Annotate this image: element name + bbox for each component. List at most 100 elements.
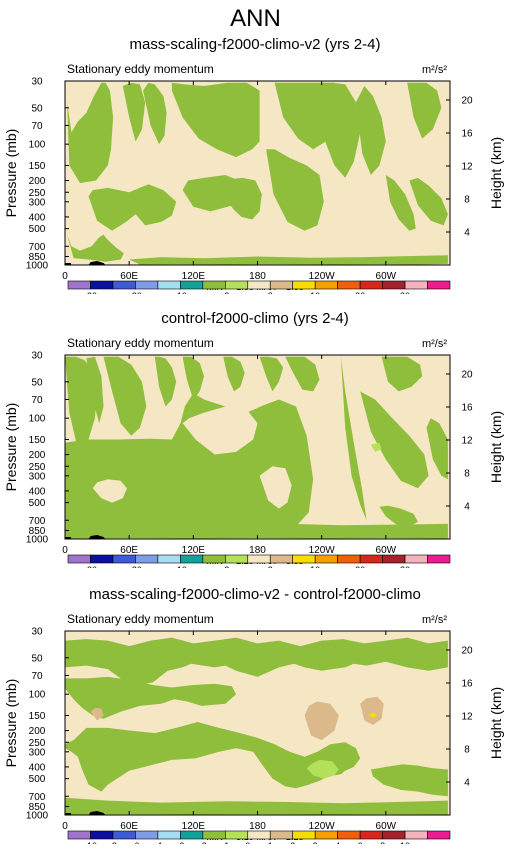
y-tick-label: 200 bbox=[29, 176, 46, 187]
y-tick-label: 500 bbox=[29, 224, 46, 235]
contour-region-negative bbox=[103, 356, 147, 436]
colorbar-swatch bbox=[135, 554, 159, 564]
colorbar-label: -8 bbox=[109, 841, 117, 844]
y-axis-label-right: Height (km) bbox=[488, 411, 504, 483]
x-tick-label: 120W bbox=[309, 271, 336, 282]
y-tick-label: 300 bbox=[29, 197, 46, 208]
colorbar-label: -30 bbox=[84, 291, 97, 294]
contour-region-negative bbox=[86, 356, 104, 424]
y-axis-label-right: Height (km) bbox=[488, 687, 504, 759]
page-title: ANN bbox=[230, 5, 281, 32]
colorbar-swatch bbox=[224, 830, 249, 840]
y-tick-label: 30 bbox=[31, 627, 43, 638]
colorbar-swatch bbox=[292, 554, 316, 564]
colorbar-swatch bbox=[90, 280, 114, 290]
x-tick-label: 120E bbox=[182, 821, 206, 832]
colorbar-swatch bbox=[269, 280, 294, 290]
contour-region-negative bbox=[88, 184, 177, 231]
chart-title: control-f2000-climo (yrs 2-4) bbox=[161, 310, 349, 327]
contour-region-negative bbox=[122, 82, 146, 142]
y-tick-label: 150 bbox=[29, 435, 46, 446]
colorbar-label: -2 bbox=[199, 841, 207, 844]
x-tick-label: 60W bbox=[376, 545, 397, 556]
y-tick-label: 150 bbox=[29, 161, 46, 172]
contour-region-max bbox=[368, 712, 378, 719]
height-tick-label: 8 bbox=[464, 468, 470, 479]
colorbar-swatch bbox=[247, 554, 271, 564]
contour-region-negative bbox=[65, 676, 237, 719]
colorbar-swatch bbox=[404, 830, 428, 840]
contour-region-positive bbox=[182, 406, 258, 455]
panel-control-svg: control-f2000-climo (yrs 2-4) Stationary … bbox=[3, 310, 504, 568]
colorbar-label: 20 bbox=[355, 291, 365, 294]
y-tick-label: 50 bbox=[31, 653, 43, 664]
contour-region-negative bbox=[379, 505, 418, 527]
y-tick-label: 700 bbox=[29, 516, 46, 527]
y-tick-label: 250 bbox=[29, 462, 46, 473]
y-tick-label: 1000 bbox=[26, 535, 49, 546]
colorbar-swatch bbox=[314, 830, 338, 840]
colorbar-label: -3 bbox=[176, 841, 184, 844]
height-tick-label: 20 bbox=[461, 645, 473, 656]
colorbar-swatch bbox=[67, 280, 91, 290]
contour-region-strong_negative bbox=[306, 759, 339, 779]
contour-region-negative bbox=[154, 356, 177, 407]
height-tick-label: 8 bbox=[464, 194, 470, 205]
colorbar-swatch bbox=[224, 554, 249, 564]
colorbar-swatch bbox=[359, 830, 383, 840]
colorbar-swatch bbox=[157, 554, 181, 564]
colorbar-swatch bbox=[269, 830, 294, 840]
height-tick-label: 12 bbox=[461, 161, 473, 172]
land-mask bbox=[88, 811, 106, 815]
y-tick-label: 100 bbox=[29, 414, 46, 425]
y-tick-label: 400 bbox=[29, 762, 46, 773]
y-tick-label: 1000 bbox=[26, 261, 49, 272]
colorbar-swatch bbox=[135, 830, 159, 840]
colorbar-swatch bbox=[180, 280, 204, 290]
colorbar-label: -10 bbox=[174, 291, 187, 294]
y-tick-label: 200 bbox=[29, 726, 46, 737]
colorbar-label: 20 bbox=[355, 565, 365, 568]
y-tick-label: 850 bbox=[29, 526, 46, 537]
colorbar-swatch bbox=[404, 554, 428, 564]
colorbar-swatch bbox=[427, 830, 451, 840]
colorbar-swatch bbox=[90, 830, 114, 840]
panel-difference: mass-scaling-f2000-climo-v2 - control-f2… bbox=[0, 582, 511, 844]
chart-subtitle: Stationary eddy momentum bbox=[67, 336, 214, 350]
height-tick-label: 4 bbox=[464, 777, 470, 788]
contour-region-strong_positive bbox=[90, 707, 104, 721]
x-tick-label: 60E bbox=[120, 545, 138, 556]
y-tick-label: 850 bbox=[29, 252, 46, 263]
colorbar-label: 2 bbox=[268, 565, 273, 568]
contour-region-strong_positive bbox=[304, 701, 339, 741]
colorbar-label: -10 bbox=[174, 565, 187, 568]
colorbar-label: -2 bbox=[221, 565, 229, 568]
contour-region-negative bbox=[285, 356, 320, 392]
y-tick-label: 500 bbox=[29, 774, 46, 785]
y-axis-label: Pressure (mb) bbox=[3, 679, 19, 768]
colorbar-label: 10 bbox=[310, 565, 320, 568]
colorbar-label: -2 bbox=[221, 291, 229, 294]
colorbar-swatch bbox=[157, 280, 181, 290]
y-tick-label: 70 bbox=[31, 671, 43, 682]
colorbar-swatch bbox=[382, 280, 406, 290]
colorbar-swatch bbox=[112, 830, 136, 840]
x-tick-label: 120W bbox=[309, 821, 336, 832]
colorbar-swatch bbox=[382, 830, 406, 840]
colorbar-label: 30 bbox=[400, 565, 410, 568]
colorbar-swatch bbox=[247, 830, 271, 840]
y-tick-label: 700 bbox=[29, 792, 46, 803]
contour-region-negative bbox=[407, 82, 442, 139]
y-tick-label: 400 bbox=[29, 486, 46, 497]
colorbar-swatch bbox=[112, 554, 136, 564]
x-tick-label: 180 bbox=[249, 821, 266, 832]
colorbar-swatch bbox=[180, 830, 204, 840]
chart-title: mass-scaling-f2000-climo-v2 - control-f2… bbox=[89, 586, 421, 603]
contour-regions bbox=[65, 637, 448, 815]
colorbar-label: 2 bbox=[268, 291, 273, 294]
colorbar-label: -10 bbox=[84, 841, 97, 844]
colorbar-swatch bbox=[90, 554, 114, 564]
x-tick-label: 120E bbox=[182, 545, 206, 556]
colorbar-swatch bbox=[112, 280, 136, 290]
y-tick-label: 30 bbox=[31, 77, 43, 88]
